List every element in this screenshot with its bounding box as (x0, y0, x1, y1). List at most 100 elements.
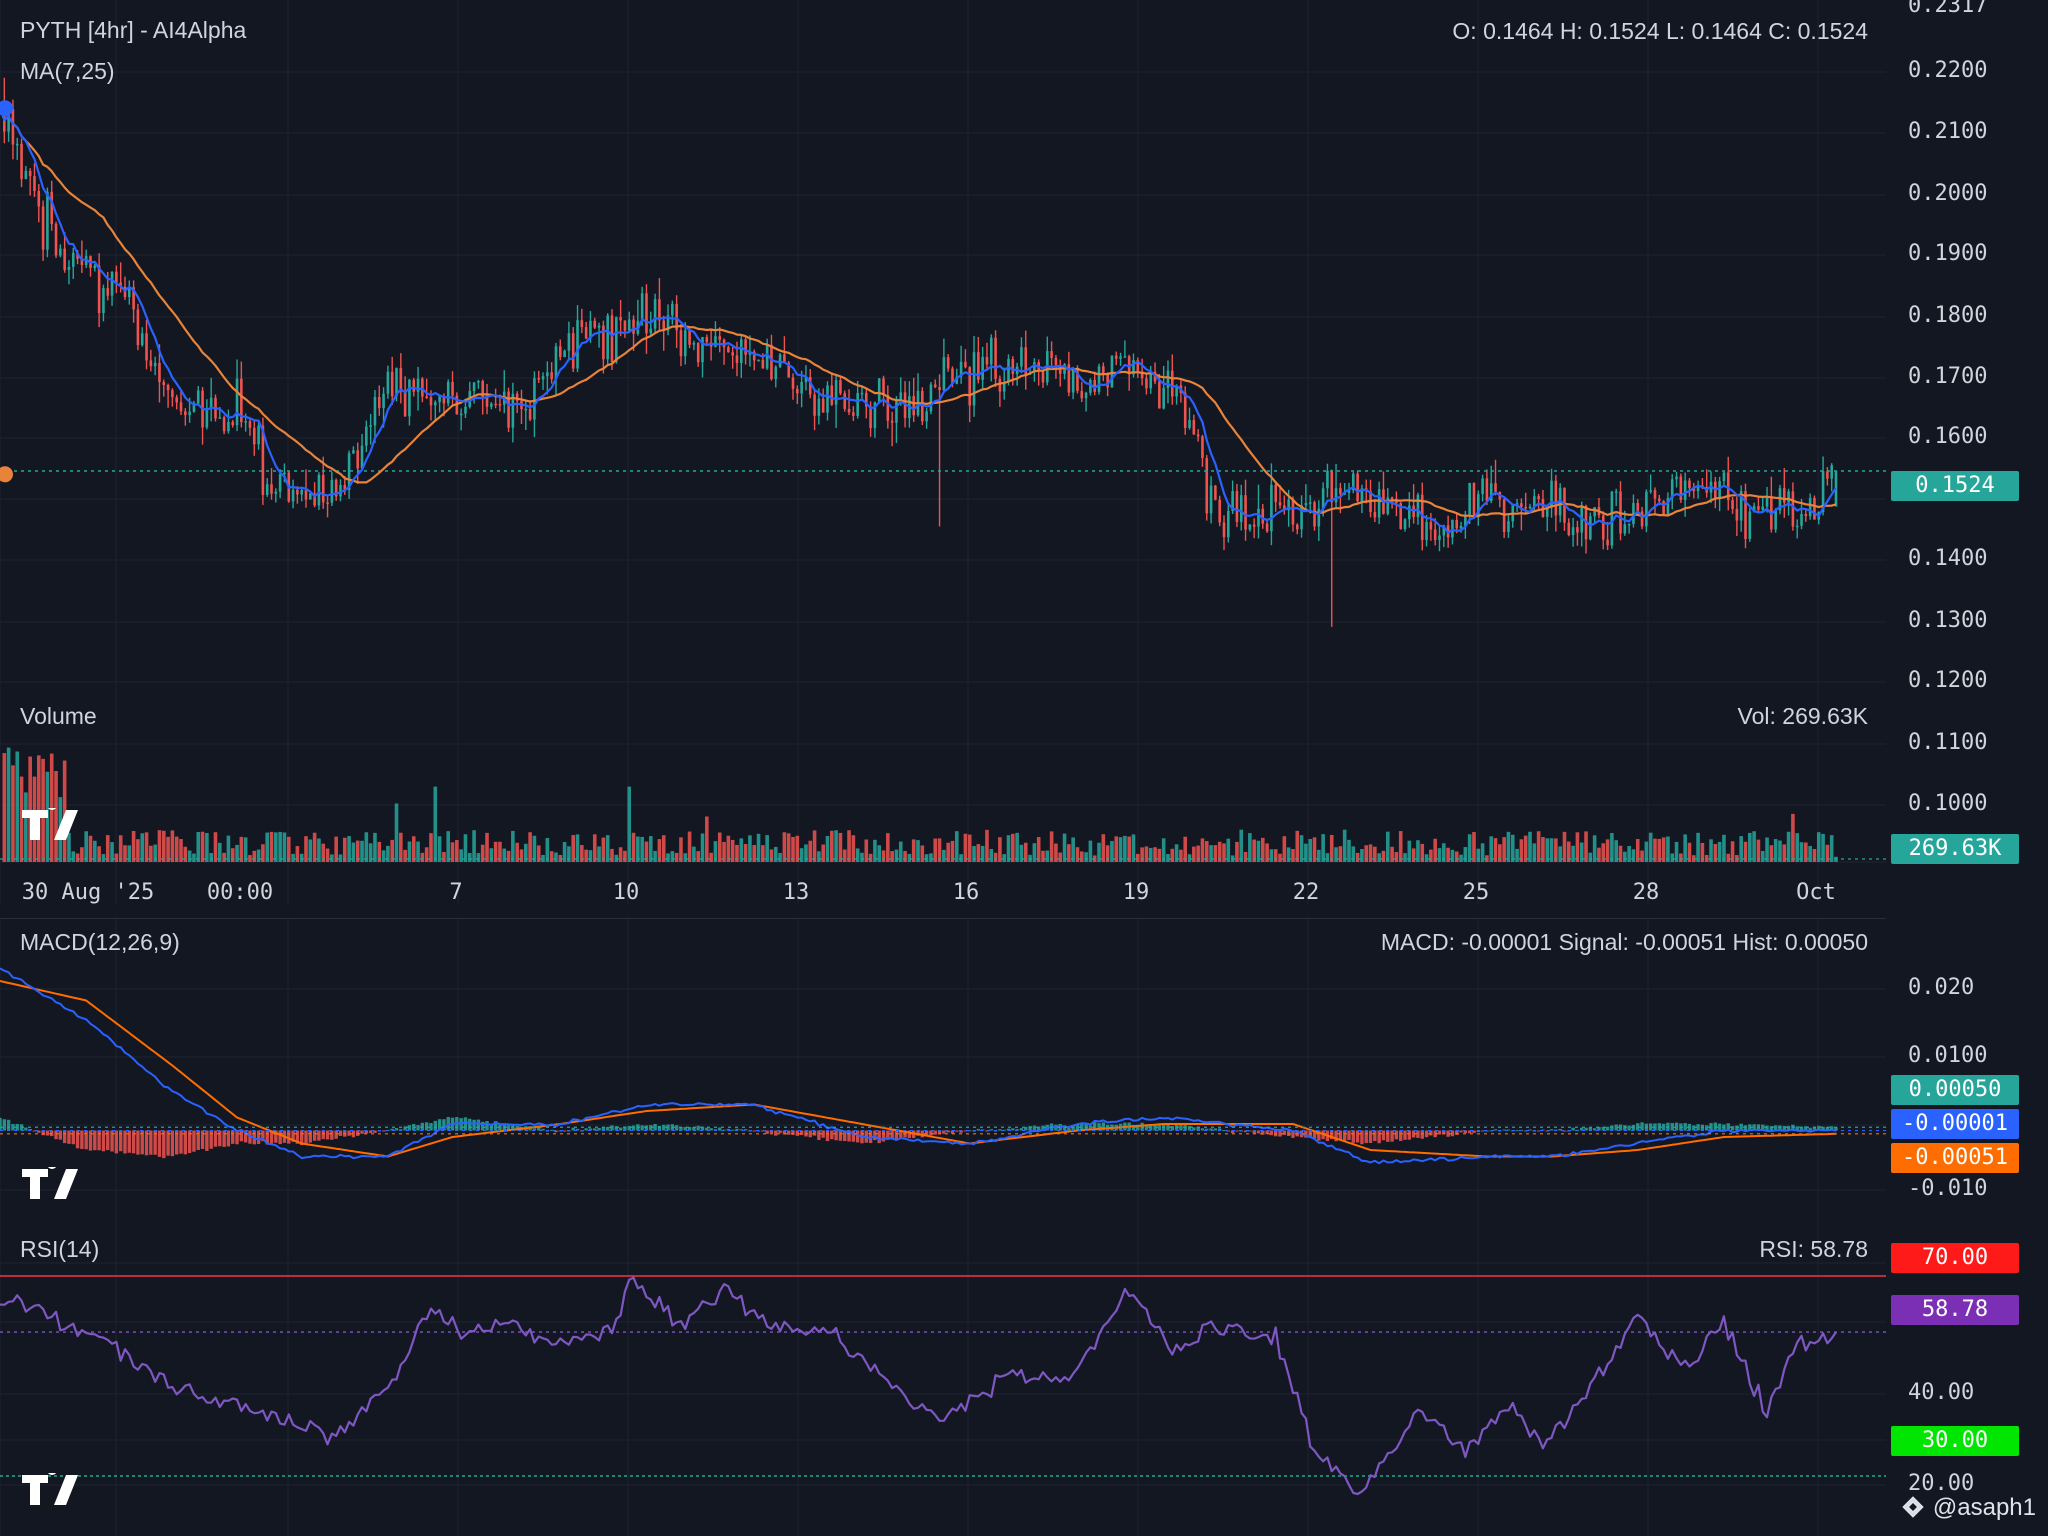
candle (231, 421, 235, 426)
macd-hist-bar (32, 1130, 37, 1132)
volume-bar (179, 839, 183, 862)
macd-hist-bar (605, 1126, 610, 1131)
macd-hist-bar (1808, 1127, 1812, 1131)
candle (1050, 351, 1053, 358)
volume-bar (1394, 852, 1399, 862)
credit-text: @asaph1 (1932, 1494, 2036, 1521)
macd-hist-bar (1334, 1130, 1338, 1142)
candle (1761, 506, 1765, 510)
candle (132, 287, 135, 310)
volume-bar (1015, 832, 1019, 862)
candle (1748, 511, 1752, 539)
volume-bar (536, 845, 541, 862)
candle (296, 489, 299, 495)
volume-bar (1416, 840, 1420, 862)
candle (377, 397, 381, 409)
macd-hist-bar (11, 1124, 15, 1131)
macd-hist-bar (45, 1130, 50, 1136)
macd-hist-bar (541, 1128, 545, 1131)
macd-hist-bar (1381, 1130, 1386, 1141)
volume-bar (1752, 831, 1756, 862)
volume-bar (1170, 848, 1175, 862)
candle (718, 336, 722, 340)
candle (873, 402, 877, 429)
macd-hist-bar (312, 1130, 317, 1141)
candle (942, 357, 946, 391)
volume-bar (838, 832, 843, 862)
macd-hist-bar (597, 1127, 601, 1131)
macd-hist-bar (838, 1130, 843, 1141)
volume-bar (610, 848, 614, 862)
candle (666, 315, 670, 331)
macd-hist-bar (1101, 1122, 1106, 1131)
candle (1227, 511, 1230, 538)
candle (1416, 494, 1420, 517)
macd-hist-bar (1829, 1126, 1834, 1131)
volume-bar (976, 844, 981, 862)
volume-bar (265, 832, 270, 862)
macd-hist-bar (1024, 1126, 1028, 1131)
candle (1351, 473, 1355, 491)
candle (1270, 484, 1273, 532)
volume-bar (1765, 837, 1769, 862)
volume-bar (855, 848, 860, 862)
volume-bar (700, 833, 705, 862)
volume-bar (15, 751, 20, 862)
volume-bar (1217, 841, 1222, 862)
volume-bar (498, 841, 502, 862)
candle (360, 445, 364, 469)
candle (54, 223, 58, 256)
candle (472, 382, 476, 392)
macd-hist-bar (1636, 1123, 1640, 1131)
candle (1041, 371, 1045, 383)
volume-bar (950, 840, 955, 862)
volume-bar (192, 853, 196, 862)
macd-hist-bar (1584, 1127, 1588, 1131)
candle (1550, 480, 1553, 508)
volume-bar (222, 852, 226, 862)
macd-hist-bar (787, 1130, 791, 1135)
volume-bar (1597, 847, 1601, 862)
candle (188, 411, 191, 416)
candle (1377, 489, 1381, 518)
volume-bar (644, 841, 649, 862)
macd-hist-bar (683, 1126, 687, 1131)
candle (1610, 491, 1614, 546)
macd-hist-bar (1472, 1130, 1476, 1133)
ohlc-readout: O: 0.1464 H: 0.1524 L: 0.1464 C: 0.1524 (1452, 18, 1868, 44)
candle (1765, 496, 1769, 507)
x-tick: Oct (1796, 880, 1836, 905)
macd-hist-bar (118, 1130, 123, 1152)
macd-hist-bar (347, 1130, 351, 1136)
macd-hist-bar (1144, 1124, 1149, 1131)
candle (1507, 521, 1510, 532)
macd-hist-bar (998, 1129, 1002, 1131)
volume-bar (1601, 843, 1606, 862)
candle (1528, 506, 1532, 509)
volume-bar (1329, 834, 1334, 862)
candle (1205, 458, 1209, 514)
macd-hist-bar (1455, 1130, 1459, 1135)
volume-bar (1071, 837, 1075, 862)
candle (765, 344, 769, 369)
rsi-y-tick: 20.00 (1908, 1471, 1975, 1496)
volume-bar (1265, 843, 1269, 862)
candle (1714, 481, 1717, 500)
macd-hist-bar (1291, 1130, 1295, 1138)
candle (1054, 357, 1058, 365)
macd-hist-bar (231, 1130, 235, 1144)
macd-hist-bar (1028, 1126, 1032, 1131)
macd-line (0, 967, 1837, 1165)
volume-bar (274, 832, 278, 862)
volume-bar (1058, 852, 1063, 862)
volume-bar (489, 848, 494, 862)
macd-hist-bar (28, 1129, 32, 1131)
volume-bar (24, 792, 28, 862)
volume-bar (386, 845, 390, 862)
macd-hist-bar (287, 1130, 291, 1144)
macd-hist-bar (442, 1119, 446, 1131)
macd-hist-bar (1670, 1122, 1674, 1131)
candle (1106, 374, 1109, 388)
candle (1119, 356, 1122, 359)
